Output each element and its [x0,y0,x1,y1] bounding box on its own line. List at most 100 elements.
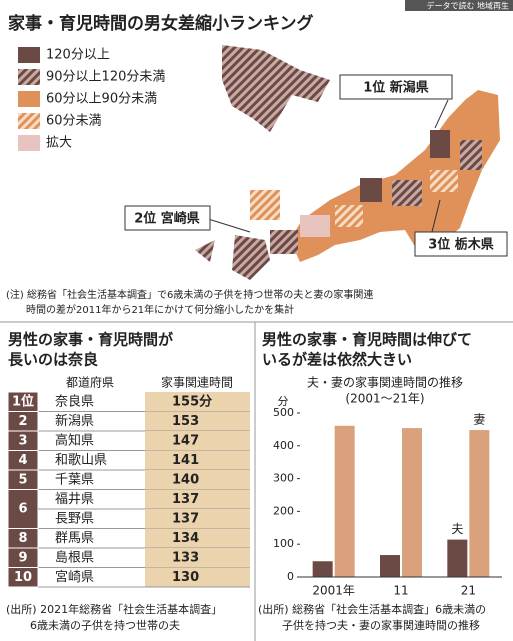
leader [434,99,449,129]
pref [300,215,330,237]
time: 137 [172,511,199,526]
kyushu [232,235,270,280]
label-box [339,74,453,100]
map-label: 2位 宮崎県 [134,211,200,227]
y-tick-label: 0 [287,570,294,583]
time: 133 [172,550,199,565]
time: 155分 [172,393,212,409]
time: 140 [172,472,199,487]
legend-label: 90分以上120分未満 [46,70,165,85]
value-cell [145,528,250,548]
label-box [414,231,508,257]
x-tick-label: 2001年 [312,584,355,598]
bar [334,425,355,577]
leader [204,217,251,233]
pref [360,178,382,202]
prefecture: 奈良県 [55,393,94,409]
column-header: 家事関連時間 [161,375,233,390]
rank: 6 [18,502,27,517]
chart-title: (2001～21年) [345,392,424,406]
rank: 5 [18,472,27,487]
rank: 4 [18,453,27,468]
bar [312,561,333,577]
legend-label: 120分以上 [46,48,110,63]
pref [270,230,298,254]
prefecture: 群馬県 [55,531,94,546]
map [195,45,500,280]
bar [469,430,490,577]
time: 130 [172,570,199,585]
legend-swatch [18,47,40,63]
y-tick-label: 400 [273,439,294,452]
source: 子供を持つ夫・妻の家事関連時間の推移 [282,618,480,632]
note: (注) 総務省「社会生活基本調査」で6歳未満の子供を持つ世帯の夫と妻の家事関連 [6,288,373,301]
legend-label: 60分未満 [46,114,102,129]
time: 153 [172,414,199,429]
pref [392,180,422,206]
y-tick-label: 200 [273,504,294,517]
prefecture: 宮崎県 [55,569,94,585]
y-tick-label: 500 [273,406,294,419]
legend-label: 拡大 [46,136,72,151]
rank: 2 [18,414,27,429]
prefecture: 長野県 [55,511,94,526]
rank: 10 [14,570,32,585]
value-cell [145,509,250,529]
value-cell [145,392,250,412]
series-label: 妻 [473,413,485,427]
section-title: 男性の家事・育児時間が [8,331,174,349]
legend-swatch [18,113,40,129]
time: 137 [172,492,199,507]
shikoku [250,190,280,220]
x-tick-label: 11 [393,584,408,598]
okinawa [195,240,215,262]
rank: 9 [18,550,27,565]
prefecture: 新潟県 [55,413,94,429]
value-cell [145,411,250,431]
note: 時間の差が2011年から21年にかけて何分縮小したかを集計 [26,303,294,316]
time: 134 [172,531,199,546]
value-cell [145,567,250,587]
value-cell [145,431,250,451]
badge: データで読む 地域再生 [426,1,509,11]
series-label: 夫 [451,522,463,536]
value-cell [145,450,250,470]
column-header: 都道府県 [66,375,114,390]
source: (出所) 総務省「社会生活基本調査」6歳未満の [258,602,486,616]
y-tick-label: 300 [273,472,294,485]
prefecture: 高知県 [55,432,94,448]
prefecture: 和歌山県 [55,453,107,468]
pref [430,130,450,158]
section-title: 長いのは奈良 [8,351,98,369]
section-title: いるが差は依然大きい [262,351,412,369]
prefecture: 千葉県 [55,472,94,487]
hokkaido [222,45,330,132]
bar [447,539,468,577]
rank: 8 [18,531,27,546]
rank: 1位 [12,393,34,409]
rank-cell [7,489,39,529]
legend-swatch [18,69,40,85]
bar-chart: 0 100 200 300 400 500 2001年 11 21 夫 妻 [273,406,502,598]
label-box [124,205,211,231]
table: 1位 奈良県 155分 2 新潟県 153 3 高知県 147 4 和歌山県 141 5 千葉県 140 6 福… [7,391,250,588]
source: 6歳未満の子供を持つ世帯の夫 [30,618,180,632]
map-label: 1位 新潟県 [363,80,429,96]
value-cell [145,548,250,568]
value-cell [145,470,250,490]
time: 141 [172,453,199,468]
chart-title: 夫・妻の家事関連時間の推移 [307,375,463,390]
title: 家事・育児時間の男女差縮小ランキング [8,13,314,34]
pref [430,170,458,192]
pref [335,205,363,227]
badge-bg [405,0,513,11]
x-tick-label: 21 [461,584,476,598]
prefecture: 島根県 [55,550,94,565]
legend-swatch [18,91,40,107]
y-tick-label: 100 [273,537,294,550]
legend-swatch [18,135,40,151]
time: 147 [172,433,199,448]
source: (出所) 2021年総務省「社会生活基本調査」 [6,602,222,616]
